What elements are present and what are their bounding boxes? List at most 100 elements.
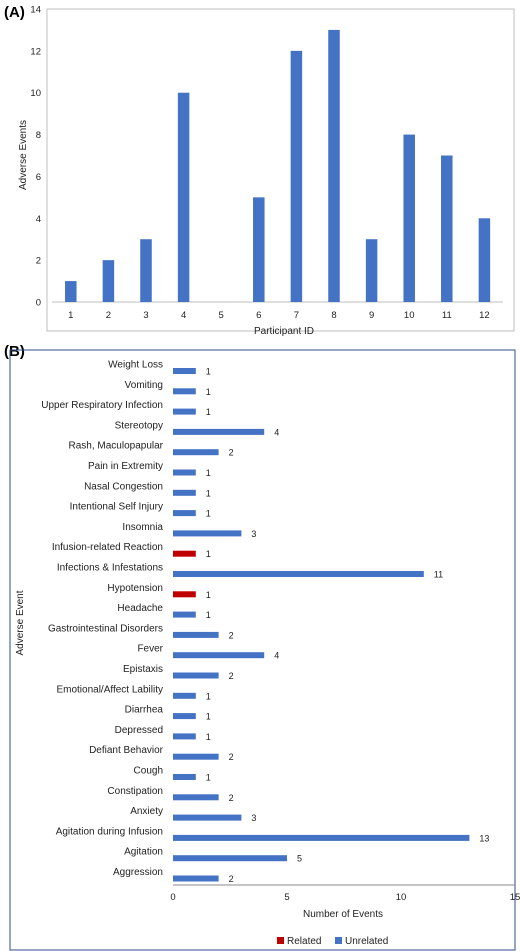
panel-b-bar	[173, 368, 196, 374]
panel-a-y-tick-label: 14	[30, 5, 41, 16]
panel-b-data-label: 3	[251, 529, 256, 539]
panel-b-category-label: Defiant Behavior	[89, 745, 164, 756]
panel-b-bar	[173, 489, 196, 496]
panel-b-category-label: Weight Loss	[108, 360, 163, 371]
panel-a-x-tick-label: 6	[256, 310, 261, 321]
panel-b-category-label: Upper Respiratory Infection	[41, 400, 163, 411]
panel-b-bar	[173, 571, 424, 577]
panel-b-bar	[173, 834, 470, 841]
panel-b-data-label: 13	[479, 833, 489, 843]
panel-b-bar	[173, 652, 265, 659]
panel-b-data-label: 1	[206, 407, 211, 417]
panel-a-y-tick-label: 4	[36, 214, 41, 225]
panel-a-x-tick-label: 9	[369, 310, 374, 321]
legend-label: Unrelated	[345, 936, 388, 947]
panel-b-data-label: 1	[206, 468, 211, 478]
panel-b-bar	[173, 388, 196, 395]
panel-b-bar	[173, 814, 242, 821]
panel-b-data-label: 1	[206, 732, 211, 742]
panel-a-bar	[253, 197, 265, 302]
panel-b-label: (B)	[4, 343, 25, 360]
panel-b-x-tick-label: 15	[510, 892, 520, 903]
panel-b-data-label: 2	[229, 793, 234, 803]
panel-b-data-label: 2	[229, 874, 234, 884]
panel-a-bars	[65, 29, 491, 303]
panel-a-bar	[328, 29, 340, 303]
panel-b-category-label: Insomnia	[122, 522, 163, 533]
panel-b-category-label: Epistaxis	[123, 664, 163, 675]
panel-a-bar	[102, 260, 115, 302]
panel-a-bar	[441, 155, 453, 302]
panel-b-bar	[173, 753, 219, 760]
panel-b-bar	[173, 530, 242, 537]
panel-b-data-label: 1	[206, 387, 211, 397]
panel-b-frame	[9, 349, 516, 951]
panel-b-data-label: 1	[206, 691, 211, 701]
panel-a-y-tick-label: 10	[30, 88, 41, 99]
panel-b-category-label: Pain in Extremity	[88, 461, 163, 472]
panel-b-data-label: 1	[206, 712, 211, 722]
panel-b-data-label: 1	[206, 549, 211, 559]
panel-b-data-label: 1	[206, 367, 211, 377]
panel-b-category-label: Intentional Self Injury	[70, 502, 163, 513]
panel-a-x-tick-label: 1	[68, 310, 73, 321]
panel-b-x-tick-labels: 0 5 10 15	[170, 892, 520, 903]
panel-a-bar	[365, 239, 378, 302]
panel-b-legend: Related Unrelated	[277, 936, 388, 947]
panel-b-x-tick-label: 10	[396, 892, 407, 903]
panel-a-x-tick-label: 10	[404, 310, 415, 321]
panel-b-bar	[173, 510, 196, 517]
panel-b-bar	[173, 408, 196, 415]
panel-b-data-label: 1	[206, 509, 211, 519]
panel-b-data-label: 11	[434, 570, 443, 580]
panel-a-y-tick-label: 6	[36, 172, 41, 183]
legend-swatch	[277, 937, 284, 944]
panel-a-frame	[46, 8, 515, 332]
panel-b-x-tick-label: 5	[284, 892, 289, 903]
panel-b-bars	[173, 368, 470, 882]
panel-b-category-label: Depressed	[115, 725, 163, 736]
panel-a-x-tick-label: 11	[442, 310, 452, 321]
panel-b-category-label: Nasal Congestion	[84, 481, 163, 492]
panel-a-x-tick-label: 4	[181, 310, 186, 321]
panel-b-x-tick-label: 0	[170, 892, 175, 903]
panel-b-bar	[173, 733, 196, 740]
panel-b-data-label: 2	[229, 752, 234, 762]
panel-b-bar	[173, 469, 196, 476]
panel-b-data-label: 2	[229, 671, 234, 681]
panel-b-data-label: 1	[206, 488, 211, 498]
panel-b-bar	[173, 449, 219, 456]
panel-b-category-label: Headache	[117, 603, 163, 614]
panel-b-bar	[173, 774, 196, 780]
panel-b-bar	[173, 855, 287, 862]
panel-b-category-label: Gastrointestinal Disorders	[48, 623, 163, 634]
panel-b-category-label: Constipation	[107, 786, 163, 797]
panel-b-category-label: Agitation	[124, 847, 163, 858]
panel-b-bar	[173, 428, 265, 435]
panel-b-data-label: 2	[229, 448, 234, 458]
panel-b-category-label: Diarrhea	[125, 705, 164, 716]
panel-b-category-label: Agitation during Infusion	[56, 826, 163, 837]
panel-b-bar	[173, 875, 219, 882]
panel-b-bar	[173, 794, 219, 801]
panel-a-bar	[290, 50, 303, 302]
legend-label: Related	[287, 936, 321, 947]
panel-a-x-tick-label: 12	[479, 310, 490, 321]
panel-a-x-tick-label: 3	[143, 310, 148, 321]
panel-a-bar	[478, 218, 491, 302]
panel-b-category-label: Stereotopy	[115, 420, 163, 431]
panel-b-data-label: 1	[206, 590, 211, 600]
panel-b-data-label: 4	[274, 651, 279, 661]
panel-b-data-label: 3	[251, 813, 256, 823]
panel-b-y-axis-title: Adverse Event	[15, 590, 26, 655]
panel-a-x-axis-title: Participant ID	[254, 326, 314, 337]
panel-a-y-axis-title: Adverse Events	[18, 120, 29, 190]
panel-a-label: (A)	[4, 4, 25, 21]
panel-b-bar	[173, 713, 196, 720]
panel-b-category-label: Cough	[134, 766, 163, 777]
panel-a-x-tick-label: 5	[219, 310, 224, 321]
panel-a-x-tick-label: 7	[294, 310, 299, 321]
panel-b-category-label: Rash, Maculopapular	[69, 441, 164, 452]
panel-b-bar	[173, 631, 219, 638]
